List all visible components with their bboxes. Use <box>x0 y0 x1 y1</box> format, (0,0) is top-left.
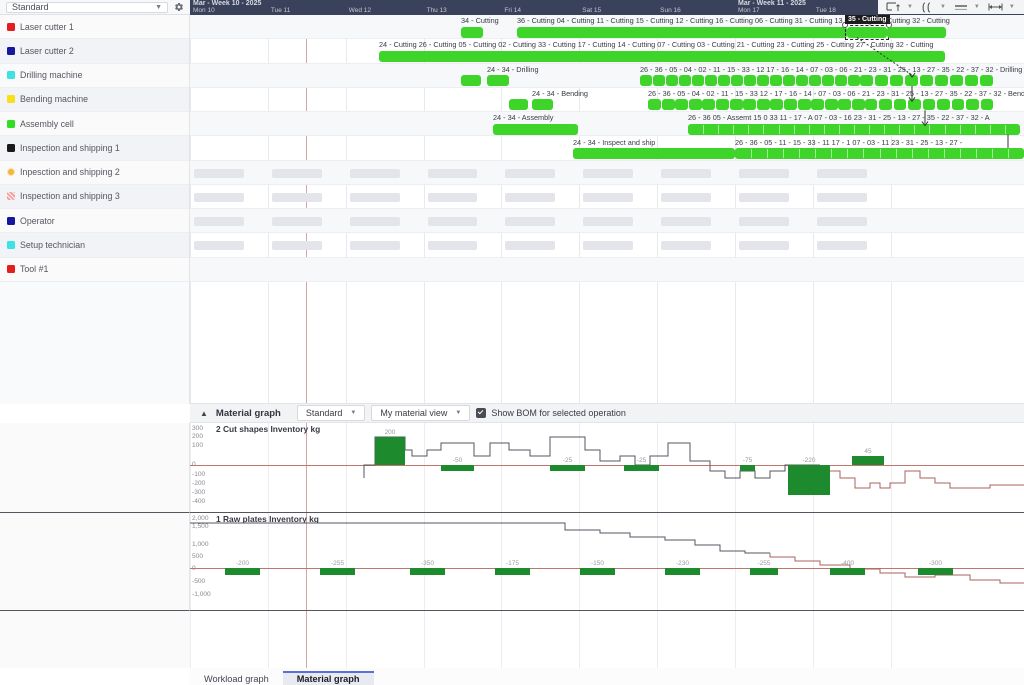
svg-text:200: 200 <box>385 429 396 436</box>
svg-text:-175: -175 <box>506 560 519 567</box>
svg-text:-230: -230 <box>676 560 689 567</box>
svg-text:-255: -255 <box>331 560 344 567</box>
svg-text:-400: -400 <box>841 560 854 567</box>
svg-text:-150: -150 <box>591 560 604 567</box>
svg-text:-350: -350 <box>421 560 434 567</box>
svg-text:-50: -50 <box>453 457 463 464</box>
svg-text:45: 45 <box>864 448 872 455</box>
svg-text:-75: -75 <box>743 457 753 464</box>
svg-text:-300: -300 <box>929 560 942 567</box>
svg-text:-25: -25 <box>637 457 647 464</box>
svg-text:-200: -200 <box>236 560 249 567</box>
svg-text:-255: -255 <box>757 560 770 567</box>
svg-text:-25: -25 <box>563 457 573 464</box>
svg-text:-220: -220 <box>802 457 815 464</box>
